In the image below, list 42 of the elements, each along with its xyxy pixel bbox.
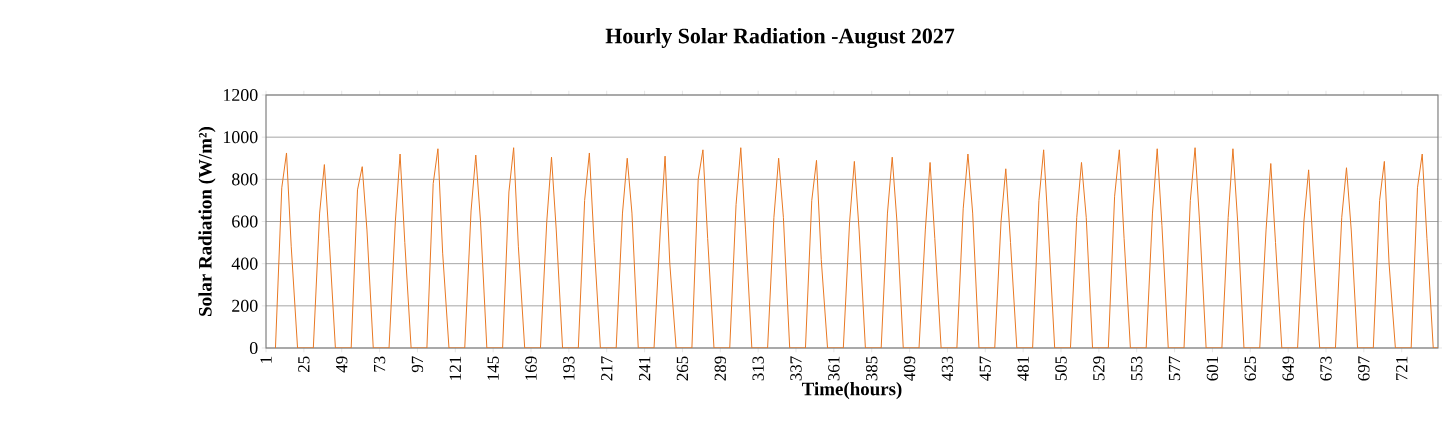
y-tick-label: 0 [249,341,258,355]
x-tick-label: 649 [1282,356,1294,381]
y-tick-label: 800 [232,173,258,186]
chart-title: Hourly Solar Radiation -August 2027 [605,27,955,49]
y-tick-label: 400 [231,257,258,270]
y-tick-label: 200 [232,299,258,312]
x-tick-label: 193 [563,356,575,380]
line-series [274,147,1438,348]
x-tick-label: 337 [790,356,802,381]
x-tick-label: 49 [336,356,348,373]
x-tick-label: 121 [449,356,461,380]
x-tick-label: 457 [979,356,991,381]
x-tick-label: 409 [903,356,916,381]
y-tick-label: 600 [232,215,258,228]
x-tick-label: 673 [1320,356,1332,381]
x-tick-label: 577 [1168,356,1181,381]
x-tick-label: 241 [638,356,651,381]
x-tick-label: 169 [525,356,537,380]
x-tick-label: 505 [1055,356,1067,381]
x-tick-label: 1 [260,356,272,363]
x-tick-label: 625 [1244,356,1256,381]
x-tick-label: 145 [487,356,499,380]
y-axis-title: Solar Radiation (W/m²) [198,126,216,316]
x-tick-label: 217 [601,356,613,381]
x-tick-label: 433 [941,356,954,381]
x-tick-label: 289 [714,356,726,381]
x-tick-label: 25 [298,356,310,372]
x-tick-label: 529 [1093,356,1105,381]
x-tick-label: 73 [373,356,386,372]
x-tick-label: 601 [1206,356,1219,381]
x-tick-label: 553 [1131,356,1143,381]
x-tick-label: 265 [676,356,689,381]
y-tick-label: 1200 [223,88,258,102]
x-tick-label: 721 [1396,356,1408,381]
x-tick-label: 313 [752,356,764,381]
x-tick-label: 361 [828,356,840,381]
x-tick-label: 385 [865,356,878,381]
x-tick-label: 481 [1017,356,1029,381]
x-axis-title: Time(hours) [801,382,902,400]
x-tick-label: 97 [411,356,424,373]
y-tick-label: 1000 [223,131,258,144]
x-tick-label: 697 [1358,356,1370,381]
